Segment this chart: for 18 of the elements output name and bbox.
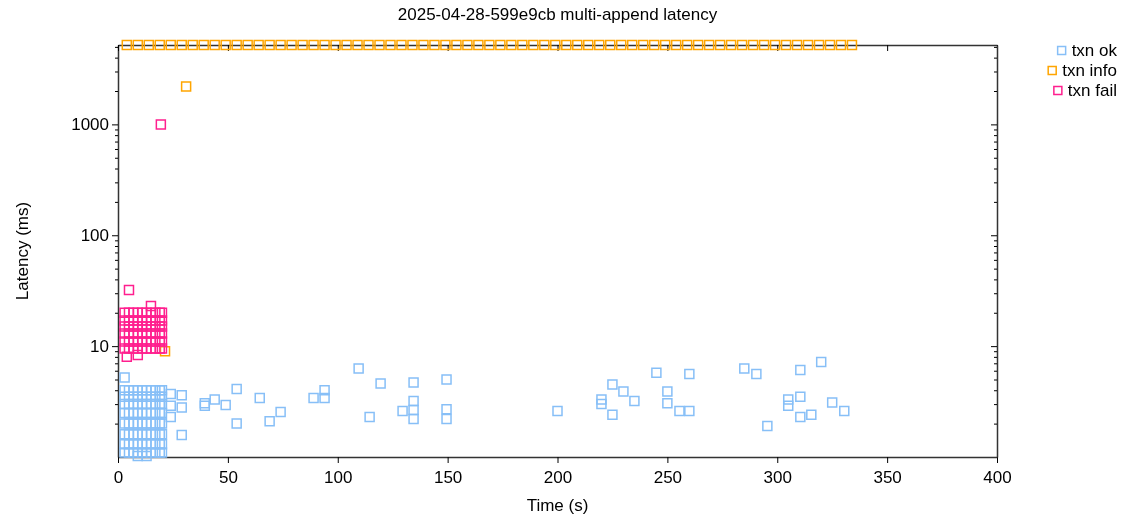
legend-label: txn info — [1062, 61, 1117, 80]
x-tick-label: 250 — [653, 468, 683, 487]
x-tick-label: 400 — [983, 468, 1012, 487]
legend-label: txn fail — [1067, 81, 1117, 100]
x-tick-label: 200 — [543, 468, 573, 487]
x-tick-label: 50 — [218, 468, 238, 487]
legend-label: txn ok — [1071, 41, 1118, 60]
x-tick-label: 150 — [433, 468, 463, 487]
y-tick-label: 100 — [80, 226, 109, 246]
x-tick-label: 300 — [763, 468, 792, 487]
x-tick-label: 350 — [873, 468, 902, 487]
x-tick-label: 100 — [324, 468, 353, 487]
y-tick-label: 10 — [90, 337, 109, 357]
y-axis-title: Latency (ms) — [13, 201, 32, 301]
x-tick-label: 0 — [113, 468, 124, 487]
y-tick-label: 1000 — [71, 115, 109, 135]
chart-title: 2025-04-28-599e9cb multi-append latency — [397, 5, 718, 24]
x-axis-title: Time (s) — [526, 496, 589, 515]
